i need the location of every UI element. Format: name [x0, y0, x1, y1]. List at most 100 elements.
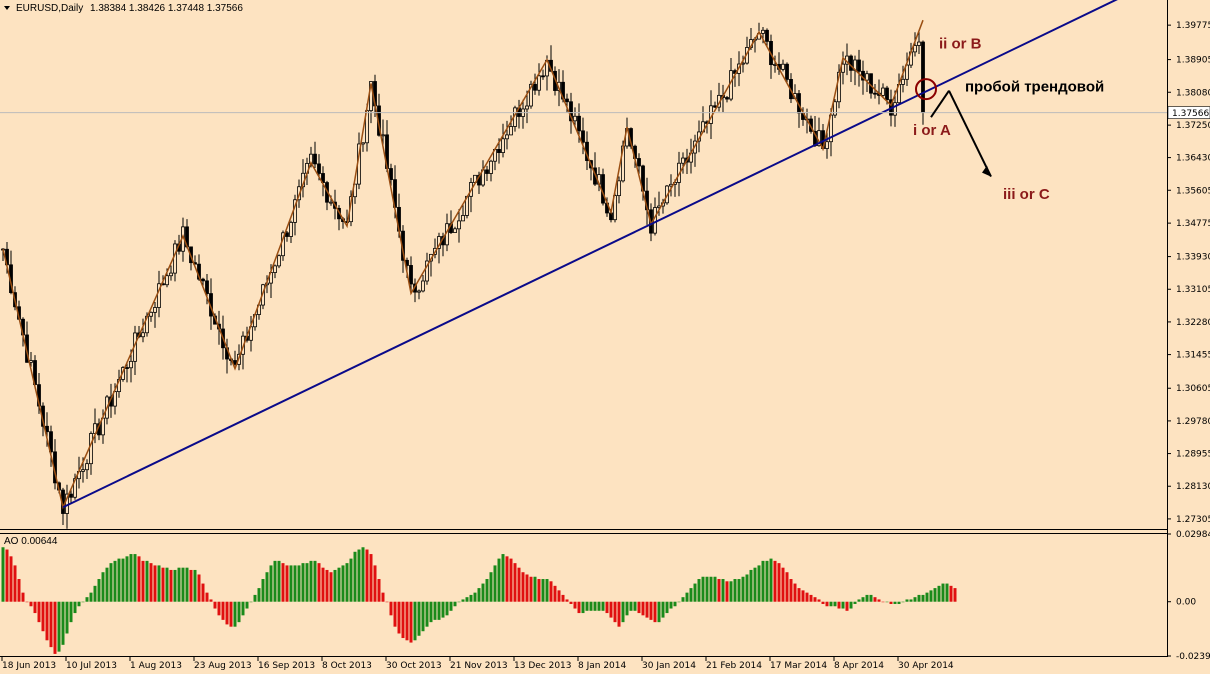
ao-bar	[845, 601, 849, 611]
ao-bar	[377, 579, 381, 602]
ao-bar	[709, 576, 713, 602]
ao-bar	[565, 599, 569, 602]
price-tick-label: 1.38905	[1176, 56, 1210, 66]
candle-body	[529, 83, 533, 107]
trendline	[62, 0, 1118, 509]
ao-bar	[37, 601, 41, 623]
arrow-down-icon	[982, 165, 991, 177]
candle-body	[637, 158, 641, 167]
ao-bar	[677, 601, 681, 603]
ao-bar	[385, 601, 389, 603]
current-price-box	[1167, 106, 1210, 119]
dropdown-triangle-icon[interactable]	[4, 6, 10, 10]
ao-bar	[577, 601, 581, 614]
ao-bar	[257, 588, 261, 602]
candle-body	[157, 283, 161, 308]
ao-bar	[309, 560, 313, 602]
ao-bar	[629, 601, 633, 611]
ao-bar	[929, 590, 933, 602]
candle-body	[537, 75, 541, 91]
label-iii-or-c: iii or C	[1003, 186, 1050, 203]
ao-bar	[41, 601, 45, 632]
ao-bar	[745, 574, 749, 602]
time-tick-label: 16 Sep 2013	[258, 661, 315, 671]
price-tick-label: 1.33105	[1176, 285, 1210, 295]
ao-bar	[129, 554, 133, 602]
ao-bar	[421, 601, 425, 632]
ao-bar	[281, 563, 285, 602]
ao-bar	[21, 592, 25, 602]
ao-bar	[785, 572, 789, 602]
ao-bar	[605, 601, 609, 614]
ao-bar	[89, 592, 93, 602]
zigzag-group	[2, 19, 924, 510]
price-tick-label: 1.32280	[1176, 318, 1210, 328]
ao-bar	[485, 579, 489, 602]
ao-bar	[729, 581, 733, 602]
ao-bar	[369, 554, 373, 602]
price-tick-label: 1.35605	[1176, 186, 1210, 196]
ao-bar	[193, 569, 197, 602]
ao-bar	[529, 576, 533, 602]
ao-bar	[945, 583, 949, 602]
ao-bar	[389, 601, 393, 616]
ao-bar	[673, 601, 677, 607]
ao-bar	[17, 579, 21, 602]
ao-bar	[177, 567, 181, 602]
ao-indicator-panel: 0.02984 0.00 -0.02392 AO 0.00644	[0, 530, 1210, 662]
price-tick-label: 1.28955	[1176, 450, 1210, 460]
ao-bar	[109, 563, 113, 602]
time-tick-label: 30 Oct 2013	[386, 661, 442, 671]
time-tick-label: 21 Nov 2013	[450, 661, 508, 671]
ao-label: AO 0.00644	[4, 536, 58, 547]
candle-body	[173, 243, 177, 274]
candle-body	[849, 55, 853, 71]
ao-bar	[685, 592, 689, 602]
ao-bar	[885, 601, 889, 603]
breakout-circle	[915, 78, 937, 101]
ao-bar	[341, 565, 345, 602]
candle-body	[873, 92, 877, 95]
ao-bar	[817, 599, 821, 602]
candle-body	[761, 29, 765, 34]
ao-bar	[297, 565, 301, 602]
ao-bar	[437, 601, 441, 620]
ao-bar	[165, 567, 169, 602]
ao-bar	[789, 579, 793, 602]
candle-body	[541, 75, 545, 78]
ao-bar	[953, 588, 957, 602]
ao-bar	[549, 581, 553, 602]
ao-bar	[797, 588, 801, 602]
ao-bar	[649, 601, 653, 620]
ao-bar	[921, 594, 925, 602]
ao-bar	[285, 565, 289, 602]
ao-bar	[53, 601, 57, 654]
ao-bar	[253, 594, 257, 602]
ao-bar	[237, 601, 241, 623]
ao-bar	[941, 583, 945, 602]
ao-bar	[641, 601, 645, 616]
label-i-or-a: i or A	[913, 122, 951, 139]
candle-body	[865, 73, 869, 81]
ao-bar	[497, 558, 501, 602]
ao-bar	[613, 601, 617, 623]
ao-bar	[881, 601, 885, 603]
ao-bar	[449, 601, 453, 611]
ao-bar	[65, 601, 69, 634]
ao-bar	[185, 567, 189, 602]
ao-bar	[197, 574, 201, 602]
ao-bar	[469, 594, 473, 602]
price-tick-label: 1.30605	[1176, 384, 1210, 394]
ao-bar	[401, 601, 405, 639]
ao-bar	[273, 560, 277, 602]
price-tick-label: 1.34775	[1176, 219, 1210, 229]
ao-bar	[621, 601, 625, 623]
candle-body	[389, 168, 393, 181]
candle-body	[525, 105, 529, 110]
ao-bar	[453, 601, 457, 607]
candle-body	[485, 169, 489, 174]
ao-bar	[833, 601, 837, 607]
ao-bar	[201, 583, 205, 602]
ao-bar	[633, 601, 637, 611]
ao-bar	[893, 601, 897, 604]
